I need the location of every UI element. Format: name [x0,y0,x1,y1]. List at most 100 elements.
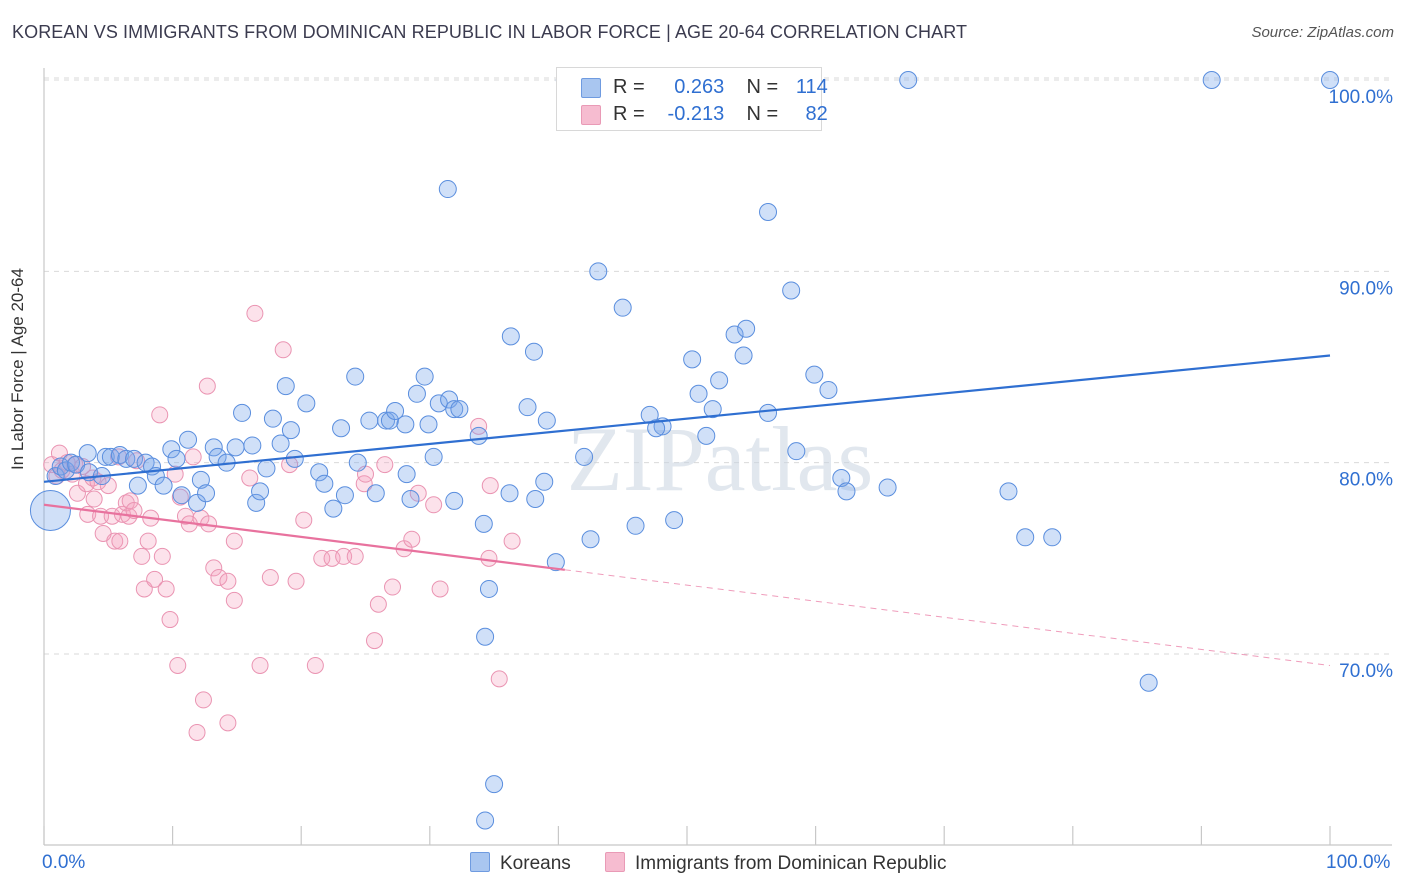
korean-point [710,371,729,390]
korean-point [117,449,136,468]
korean-point [310,463,329,482]
korean-point [647,419,666,438]
dominican-point [205,559,223,577]
bottom-legend-dominican[interactable]: Immigrants from Dominican Republic [605,852,947,875]
korean-point [366,484,385,503]
korean-point [737,319,756,338]
dominican-point [261,568,279,586]
dominican-point [481,477,499,495]
dominican-point [425,496,443,514]
y-tick-label: 70.0% [1339,661,1393,682]
korean-point [787,442,806,461]
korean-point [665,511,684,530]
koreans-trend-line [43,354,1331,483]
dominican-point [110,448,128,466]
dominican-point [106,532,124,550]
korean-point [332,419,351,438]
korean-point [257,459,276,478]
dominican-point [225,532,243,550]
dominican-point [251,656,269,674]
korean-point [734,346,753,365]
korean-point [805,365,824,384]
legend-n-label: N = [746,76,779,98]
korean-point [546,553,565,572]
dominican-point [151,406,169,424]
korean-point [197,484,216,503]
korean-point [518,398,537,417]
korean-point [476,627,495,646]
y-tick-label: 100.0% [1329,87,1394,108]
korean-point [703,400,722,419]
korean-point [380,411,399,430]
korean-point [479,579,498,598]
korean-point [172,486,191,505]
korean-point [999,482,1018,501]
legend-n-label: N = [746,103,779,125]
korean-point [1043,528,1062,547]
korean-point [438,180,457,199]
korean-point [759,403,778,422]
korean-point [419,415,438,434]
series-dominican-points [43,304,521,741]
dominican-point [139,532,157,550]
korean-point [247,493,266,512]
correlation-legend: R = 0.263 N = 114 R = -0.213 N = 82 [556,67,828,131]
korean-point [1202,71,1221,89]
dominican-point [210,568,228,586]
dominican-point [403,530,421,548]
korean-point [29,490,71,531]
legend-r-value: 0.263 [674,76,725,98]
bottom-legend-swatch-pink [605,852,625,872]
korean-point [689,384,708,403]
dominican-trend-extension [564,569,1331,666]
dominican-point [219,714,237,732]
dominican-point [431,580,449,598]
chart-title: KOREAN VS IMMIGRANTS FROM DOMINICAN REPU… [12,22,968,42]
korean-point [243,436,262,455]
dominican-point [369,595,387,613]
korean-point [469,426,488,445]
korean-point [204,438,223,457]
korean-point [386,402,405,421]
korean-point [128,476,147,495]
dominican-point [184,448,202,466]
dominican-point [225,591,243,609]
dominican-point [384,578,402,596]
bottom-legend-koreans[interactable]: Koreans [470,852,571,875]
korean-point [276,377,295,396]
korean-point [1139,673,1158,692]
korean-point [297,394,316,413]
korean-point [360,411,379,430]
korean-point [397,465,416,484]
watermark: ZIPatlas [567,408,874,510]
korean-point [581,530,600,549]
legend-swatch-blue [581,78,601,98]
dominican-point [111,532,129,550]
x-tick-label-max: 100.0% [1326,852,1391,873]
axes [43,68,1392,846]
dominican-point [346,547,364,565]
dominican-point [121,492,139,510]
legend-r-label: R = [613,76,645,98]
y-tick-labels: 70.0% 80.0% 90.0% 100.0% [1329,87,1394,682]
dominican-point [171,488,189,506]
korean-point [899,71,918,89]
legend-n-value: 114 [795,76,828,98]
korean-point [837,482,856,501]
korean-point [233,403,252,422]
korean-point [226,438,245,457]
korean-point [445,400,464,419]
korean-point [759,203,778,222]
korean-point [78,444,97,463]
korean-point [263,409,282,428]
dominican-point [470,417,488,435]
korean-point [281,421,300,440]
dominican-point [99,477,117,495]
dominican-point [169,656,187,674]
legend-swatch-pink [581,105,601,125]
dominican-point [157,580,175,598]
korean-point [575,447,594,466]
korean-point [188,493,207,512]
dominican-point [153,547,171,565]
